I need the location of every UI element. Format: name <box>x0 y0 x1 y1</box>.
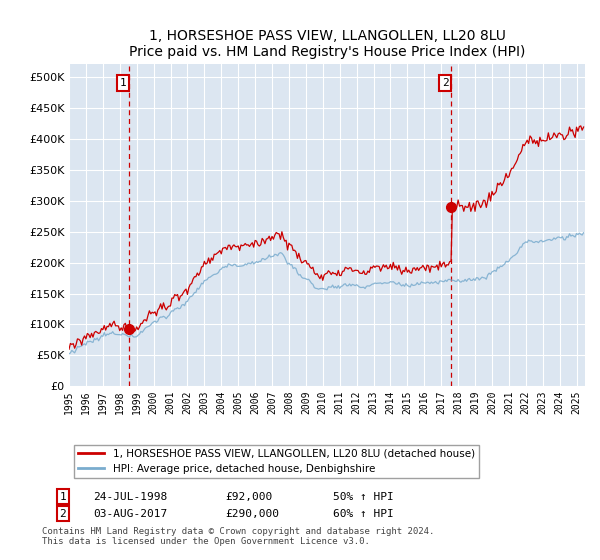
Text: Contains HM Land Registry data © Crown copyright and database right 2024.
This d: Contains HM Land Registry data © Crown c… <box>42 526 434 546</box>
Text: 50% ↑ HPI: 50% ↑ HPI <box>333 492 394 502</box>
Text: 2: 2 <box>442 78 449 88</box>
Text: £290,000: £290,000 <box>225 508 279 519</box>
Title: 1, HORSESHOE PASS VIEW, LLANGOLLEN, LL20 8LU
Price paid vs. HM Land Registry's H: 1, HORSESHOE PASS VIEW, LLANGOLLEN, LL20… <box>129 29 525 59</box>
Legend: 1, HORSESHOE PASS VIEW, LLANGOLLEN, LL20 8LU (detached house), HPI: Average pric: 1, HORSESHOE PASS VIEW, LLANGOLLEN, LL20… <box>74 445 479 478</box>
Text: £92,000: £92,000 <box>225 492 272 502</box>
Text: 03-AUG-2017: 03-AUG-2017 <box>93 508 167 519</box>
Text: 24-JUL-1998: 24-JUL-1998 <box>93 492 167 502</box>
Text: 1: 1 <box>120 78 127 88</box>
Text: 2: 2 <box>59 508 67 519</box>
Text: 1: 1 <box>59 492 67 502</box>
Text: 60% ↑ HPI: 60% ↑ HPI <box>333 508 394 519</box>
